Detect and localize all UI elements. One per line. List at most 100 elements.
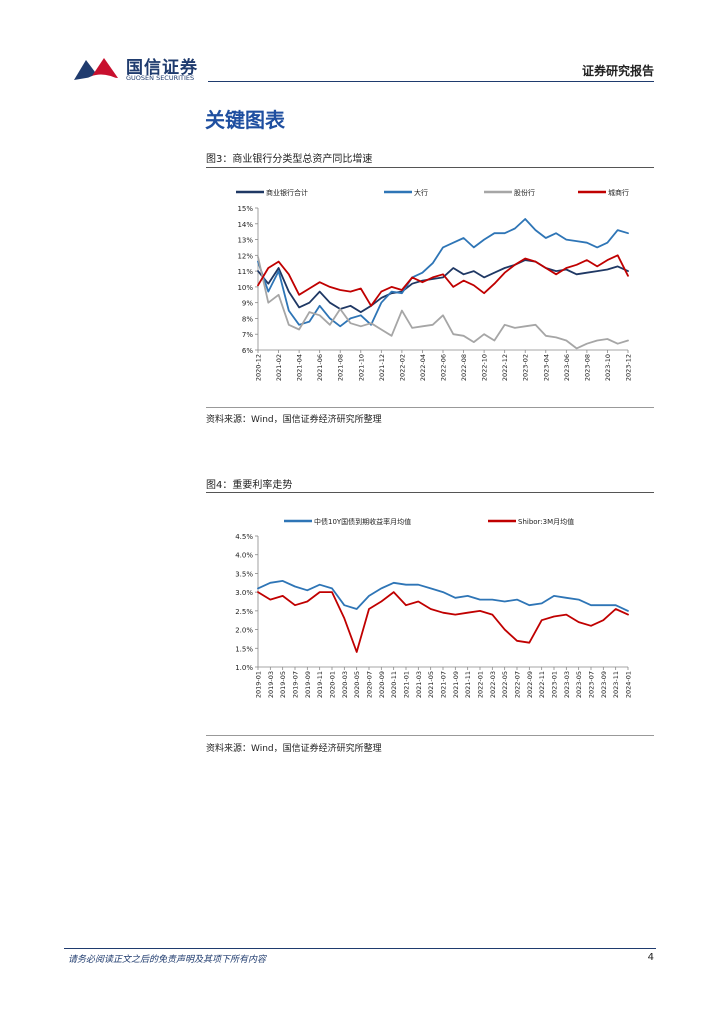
fig3-x-tick-label: 2022-02 — [398, 354, 406, 381]
figure-4-source: 资料来源：Wind，国信证券经济研究所整理 — [206, 744, 382, 754]
fig4-x-tick-label: 2020-09 — [378, 671, 386, 698]
fig3-series-line-3 — [257, 254, 629, 307]
fig4-x-tick-label: 2021-05 — [427, 671, 435, 698]
fig4-x-tick-label: 2022-01 — [477, 671, 485, 698]
fig4-y-tick-label: 2.0% — [235, 627, 253, 635]
figure-4-title: 图4：重要利率走势 — [206, 480, 293, 491]
fig4-x-tick-label: 2019-01 — [255, 671, 263, 698]
fig3-x-tick-label: 2020-12 — [255, 354, 263, 381]
fig3-y-tick-label: 13% — [237, 237, 253, 245]
fig4-x-tick-label: 2022-03 — [489, 671, 497, 698]
fig4-series-line-1 — [257, 591, 629, 653]
fig3-x-tick-label: 2023-04 — [542, 354, 550, 381]
fig4-legend-label-1: Shibor:3M月均值 — [518, 517, 574, 526]
fig4-x-tick-label: 2019-03 — [267, 671, 275, 698]
fig4-x-tick-label: 2020-11 — [390, 671, 398, 698]
fig3-series-line-2 — [257, 256, 629, 350]
fig3-x-tick-label: 2023-06 — [563, 354, 571, 381]
fig3-x-tick-label: 2022-10 — [481, 354, 489, 381]
fig3-x-tick-label: 2021-10 — [357, 354, 365, 381]
fig3-x-tick-label: 2023-02 — [522, 354, 530, 381]
fig4-x-tick-label: 2019-09 — [304, 671, 312, 698]
fig4-x-tick-label: 2021-11 — [464, 671, 472, 698]
footer-disclaimer: 请务必阅读正文之后的免责声明及其项下所有内容 — [68, 955, 267, 965]
fig4-x-tick-label: 2022-09 — [526, 671, 534, 698]
fig3-x-tick-label: 2021-04 — [296, 354, 304, 381]
fig4-y-tick-label: 4.0% — [235, 552, 253, 560]
fig4-x-tick-label: 2022-11 — [538, 671, 546, 698]
fig4-x-tick-label: 2022-05 — [501, 671, 509, 698]
fig3-y-tick-label: 6% — [242, 347, 253, 355]
fig4-x-tick-label: 2023-07 — [588, 671, 596, 698]
figure-4-bottom-rule — [206, 735, 654, 736]
fig3-x-tick-label: 2021-06 — [316, 354, 324, 381]
section-title: 关键图表 — [205, 108, 285, 132]
fig3-y-tick-label: 12% — [237, 252, 253, 260]
fig4-x-tick-label: 2020-03 — [341, 671, 349, 698]
fig3-x-tick-label: 2021-12 — [378, 354, 386, 381]
fig4-x-tick-label: 2020-07 — [366, 671, 374, 698]
fig3-y-tick-label: 9% — [242, 300, 253, 308]
fig3-x-tick-label: 2021-08 — [337, 354, 345, 381]
fig4-x-tick-label: 2023-01 — [551, 671, 559, 698]
fig3-y-tick-label: 7% — [242, 331, 253, 339]
brand-logo: 国信证券 GUOSEN SECURITIES — [72, 54, 202, 86]
fig3-legend-label-1: 大行 — [414, 188, 428, 197]
fig4-x-tick-label: 2024-01 — [625, 671, 633, 698]
logo-en: GUOSEN SECURITIES — [126, 74, 195, 82]
fig3-x-tick-label: 2023-08 — [583, 354, 591, 381]
fig4-y-tick-label: 3.5% — [235, 570, 253, 578]
fig3-x-tick-label: 2023-12 — [625, 354, 633, 381]
fig4-x-tick-label: 2023-09 — [600, 671, 608, 698]
guosen-logo-icon — [74, 58, 120, 82]
fig3-y-tick-label: 8% — [242, 315, 253, 323]
fig4-y-tick-label: 2.5% — [235, 608, 253, 616]
figure-4-top-rule — [206, 492, 654, 493]
fig4-x-tick-label: 2020-05 — [353, 671, 361, 698]
fig4-x-tick-label: 2021-07 — [440, 671, 448, 698]
fig3-x-tick-label: 2021-02 — [275, 354, 283, 381]
fig3-y-tick-label: 15% — [237, 205, 253, 213]
fig3-y-tick-label: 11% — [237, 268, 253, 276]
fig3-x-tick-label: 2022-06 — [440, 354, 448, 381]
fig3-y-tick-label: 14% — [237, 221, 253, 229]
fig4-series-line-0 — [257, 580, 629, 612]
fig4-x-tick-label: 2023-05 — [575, 671, 583, 698]
fig4-y-tick-label: 4.5% — [235, 533, 253, 541]
fig3-x-tick-label: 2022-12 — [501, 354, 509, 381]
fig3-legend-label-2: 股份行 — [514, 188, 535, 197]
fig4-x-tick-label: 2021-01 — [403, 671, 411, 698]
fig3-x-tick-label: 2023-10 — [604, 354, 612, 381]
fig3-series-line-1 — [257, 218, 629, 328]
report-type: 证券研究报告 — [581, 64, 654, 78]
figure-3-chart: 商业银行合计 大行 股份行 城商行 6% 7% 8% 9% 10% 11% 12% 13% 14% 15%… — [236, 188, 633, 381]
fig3-series-line-0 — [257, 259, 629, 314]
fig4-x-tick-label: 2019-05 — [279, 671, 287, 698]
fig4-y-tick-label: 1.5% — [235, 645, 253, 653]
fig4-legend-label-0: 中债10Y国债到期收益率月均值 — [314, 517, 411, 526]
fig4-x-tick-label: 2023-11 — [612, 671, 620, 698]
fig3-legend-label-3: 城商行 — [608, 188, 629, 197]
fig3-y-tick-label: 10% — [237, 284, 253, 292]
figure-3-source: 资料来源：Wind，国信证券经济研究所整理 — [206, 415, 382, 425]
page-number: 4 — [647, 952, 654, 963]
fig4-x-tick-label: 2021-09 — [452, 671, 460, 698]
fig4-y-tick-label: 1.0% — [235, 664, 253, 672]
fig3-legend-label-0: 商业银行合计 — [266, 188, 308, 197]
fig4-x-tick-label: 2019-07 — [292, 671, 300, 698]
fig4-x-tick-label: 2020-01 — [329, 671, 337, 698]
fig4-x-tick-label: 2022-07 — [514, 671, 522, 698]
fig3-x-tick-label: 2022-08 — [460, 354, 468, 381]
figure-3-bottom-rule — [206, 407, 654, 408]
figure-4-chart: 中债10Y国债到期收益率月均值 Shibor:3M月均值 1.0% 1.5% 2.0% 2… — [235, 517, 633, 698]
fig4-x-tick-label: 2023-03 — [563, 671, 571, 698]
fig3-x-tick-label: 2022-04 — [419, 354, 427, 381]
fig4-x-tick-label: 2021-03 — [415, 671, 423, 698]
header-rule — [208, 81, 654, 82]
footer-rule — [64, 948, 656, 949]
logo-cn: 国信证券 — [126, 58, 198, 78]
figure-3-top-rule — [206, 167, 654, 168]
fig4-y-tick-label: 3.0% — [235, 589, 253, 597]
fig4-x-tick-label: 2019-11 — [316, 671, 324, 698]
figure-3-title: 图3：商业银行分类型总资产同比增速 — [206, 154, 373, 165]
